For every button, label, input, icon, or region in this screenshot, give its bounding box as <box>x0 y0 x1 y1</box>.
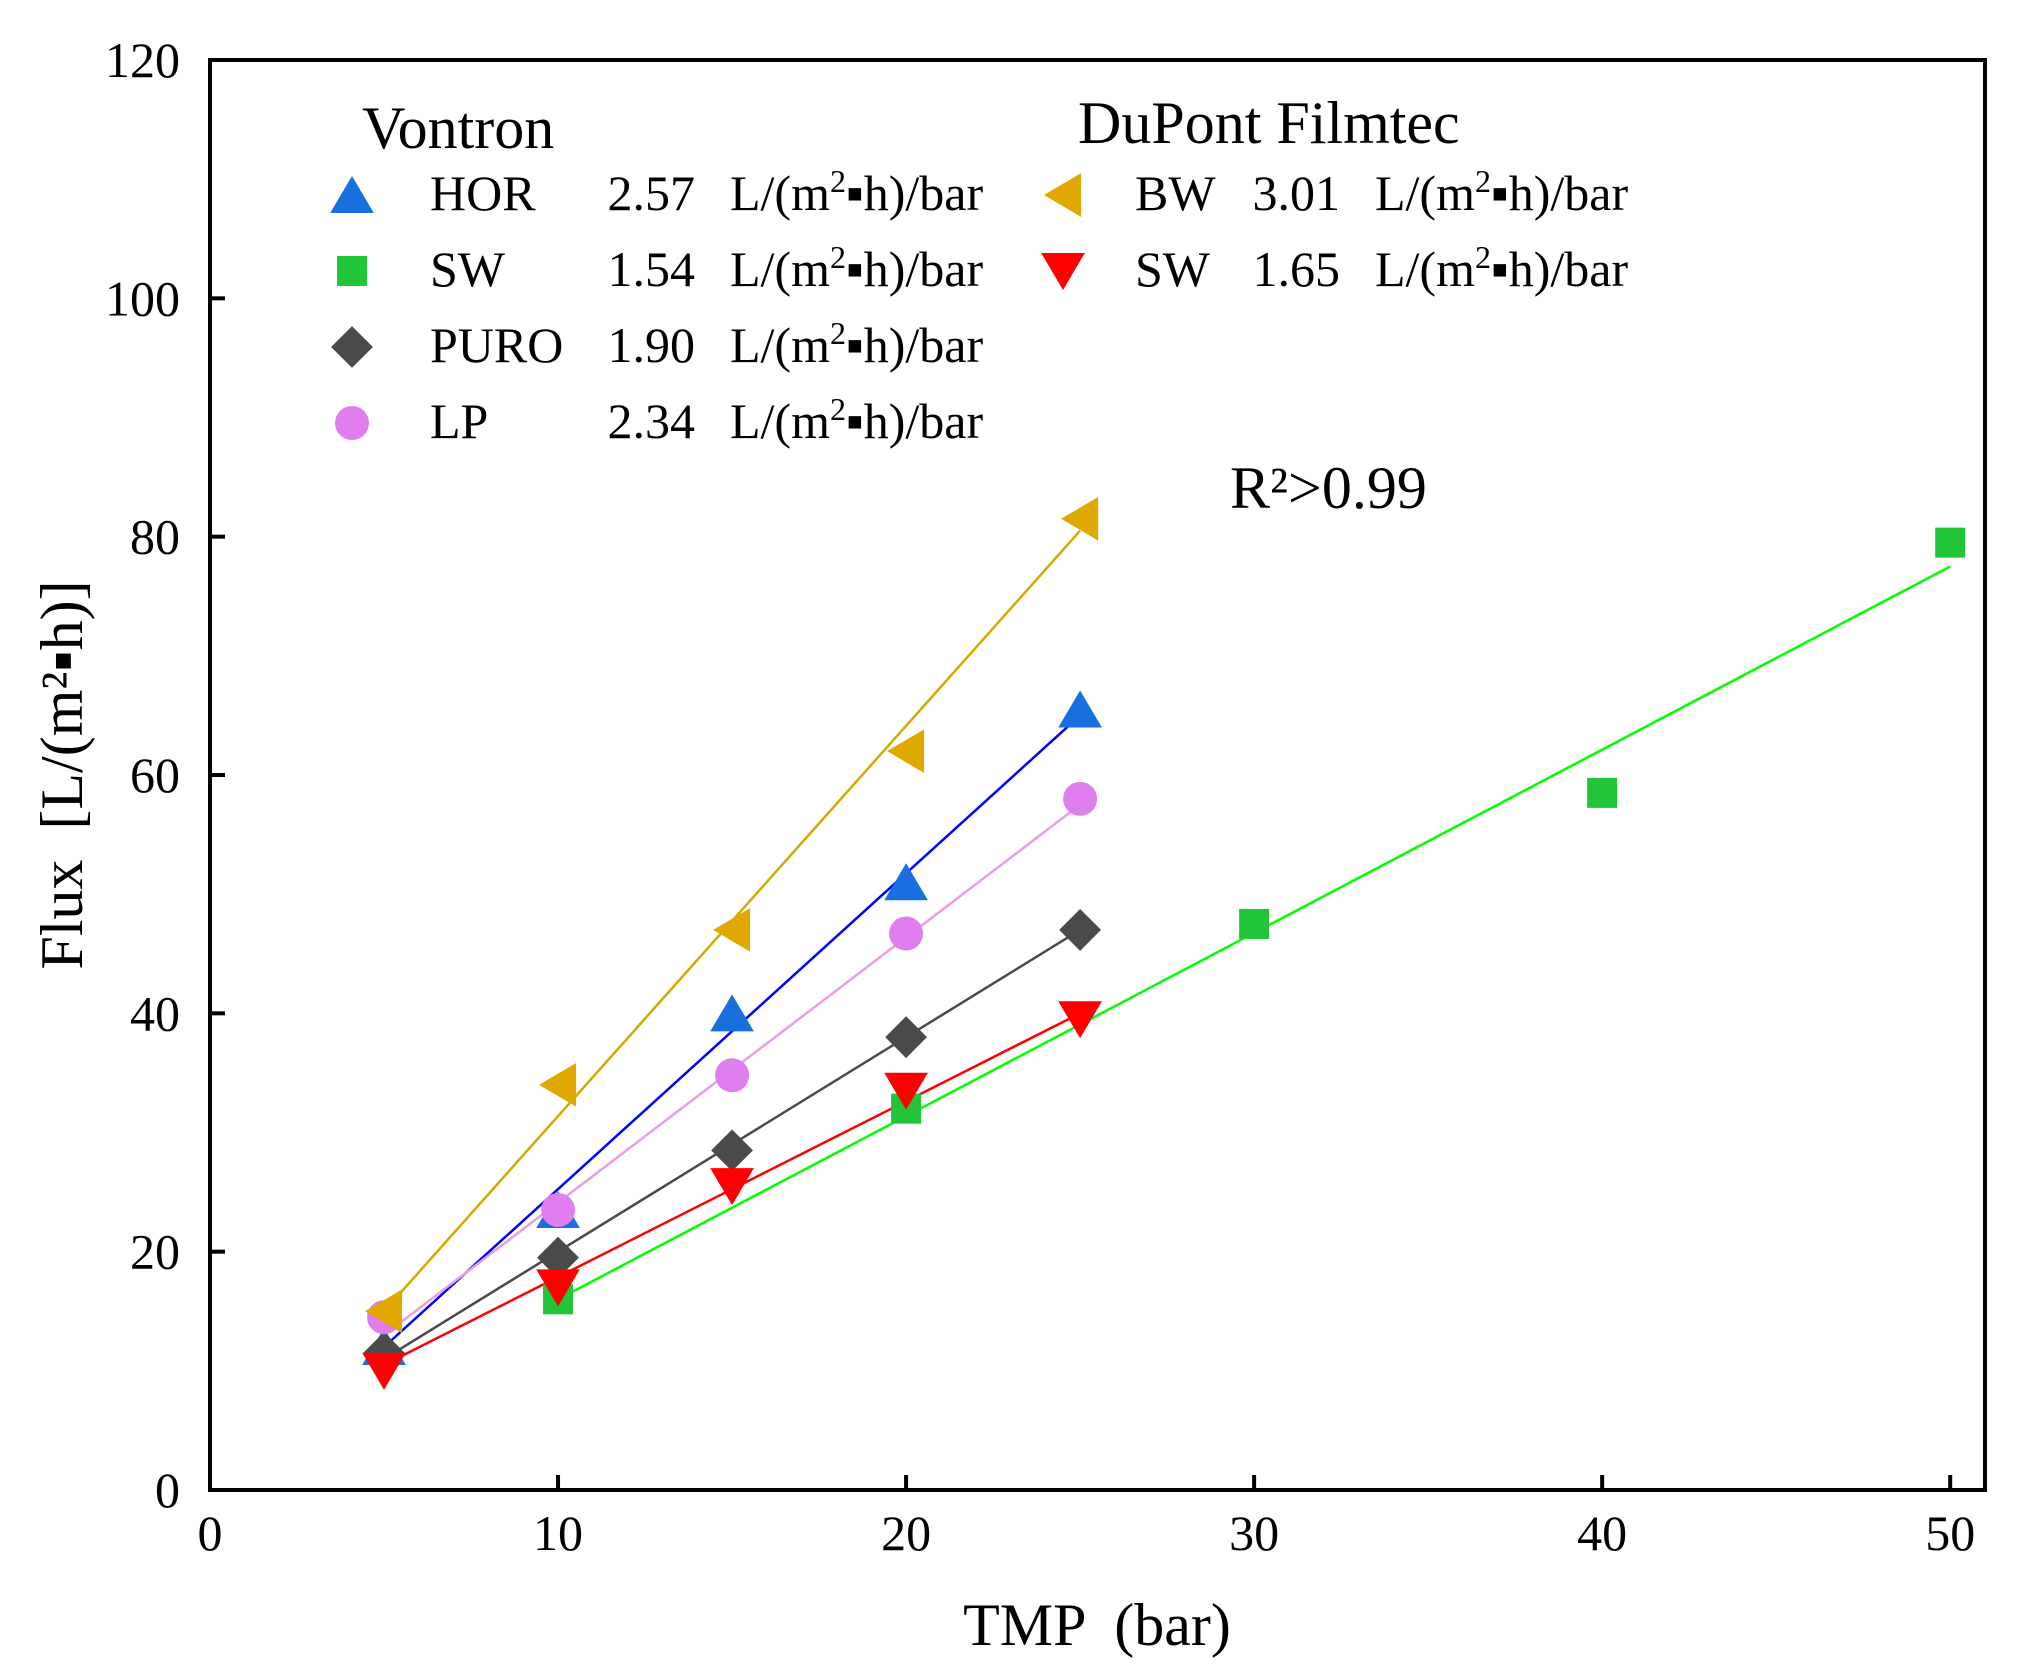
legend-hor-0-marker <box>330 176 374 214</box>
x-tick-label: 30 <box>1229 1505 1279 1561</box>
y-tick-label: 100 <box>105 270 180 326</box>
legend-puro-2-unit: L/(m2▪h)/bar <box>730 315 983 373</box>
legend-hor-0-name: HOR <box>430 165 536 221</box>
legend-sw-1-name: SW <box>430 241 506 297</box>
fit-lines <box>383 529 1951 1366</box>
y-tick-label: 20 <box>130 1224 180 1280</box>
point-lp-3 <box>541 1192 576 1227</box>
point-puro-2 <box>1059 909 1101 951</box>
y-tick-label: 60 <box>130 747 180 803</box>
legend-lp-3-permeability: 2.34 <box>608 393 696 449</box>
x-tick-label: 10 <box>533 1505 583 1561</box>
point-lp-3 <box>715 1058 750 1093</box>
legend-puro-2-name: PURO <box>430 317 563 373</box>
legend-hor-0-permeability: 2.57 <box>608 165 696 221</box>
legend-puro-2-permeability: 1.90 <box>608 317 696 373</box>
legend-group-title-vontron: Vontron <box>362 95 554 161</box>
point-sw-5 <box>1058 1001 1102 1039</box>
y-tick-label: 40 <box>130 985 180 1041</box>
point-sw-5 <box>362 1352 406 1390</box>
point-sw-1 <box>1587 777 1618 808</box>
point-bw-4 <box>365 1289 403 1334</box>
point-puro-2 <box>711 1129 753 1172</box>
point-sw-5 <box>884 1072 928 1110</box>
point-bw-4 <box>887 729 925 774</box>
point-bw-4 <box>1061 496 1099 541</box>
legend-bw-4-marker <box>1044 173 1082 217</box>
y-tick-label: 80 <box>130 509 180 565</box>
point-sw-5 <box>536 1269 580 1307</box>
legend-bw-4-permeability: 3.01 <box>1253 165 1341 221</box>
point-hor-0 <box>1058 690 1102 728</box>
point-puro-2 <box>537 1236 579 1279</box>
y-tick-label: 120 <box>105 32 180 88</box>
axis-ticks: 0 10 20 30 40 50 0 20 40 60 80 100 120 <box>105 32 1975 1561</box>
point-sw-1 <box>1239 908 1270 939</box>
point-sw-5 <box>710 1168 754 1206</box>
point-hor-0 <box>710 994 754 1032</box>
legend-sw-1-permeability: 1.54 <box>608 241 696 297</box>
r-squared-annotation: R²>0.99 <box>1230 455 1427 521</box>
legend-group-title-dupont-filmtec: DuPont Filmtec <box>1078 90 1460 156</box>
data-markers <box>362 496 1966 1390</box>
point-hor-0 <box>884 863 928 901</box>
point-bw-4 <box>713 908 751 952</box>
x-tick-label: 20 <box>881 1505 931 1561</box>
x-tick-label: 40 <box>1577 1505 1627 1561</box>
legend-puro-2-marker <box>331 326 373 368</box>
y-tick-label: 0 <box>155 1462 180 1518</box>
legend-lp-3-unit: L/(m2▪h)/bar <box>730 391 983 449</box>
x-tick-label: 0 <box>198 1505 223 1561</box>
legend-hor-0-unit: L/(m2▪h)/bar <box>730 163 983 221</box>
point-lp-3 <box>1063 781 1098 816</box>
point-puro-2 <box>885 1016 927 1059</box>
point-lp-3 <box>889 916 924 951</box>
legend: HOR 2.57 L/(m2▪h)/bar SW 1.54 L/(m2▪h)/bar PUR… <box>330 163 1628 449</box>
legend-sw-5-unit: L/(m2▪h)/bar <box>1375 239 1628 297</box>
point-bw-4 <box>539 1062 577 1107</box>
legend-sw-5-name: SW <box>1135 241 1211 297</box>
legend-lp-3-name: LP <box>430 393 488 449</box>
legend-sw-5-marker <box>1041 252 1085 290</box>
legend-sw-1-unit: L/(m2▪h)/bar <box>730 239 983 297</box>
x-tick-label: 50 <box>1925 1505 1975 1561</box>
legend-bw-4-unit: L/(m2▪h)/bar <box>1375 163 1628 221</box>
legend-sw-5-permeability: 1.65 <box>1253 241 1341 297</box>
legend-sw-1-marker <box>337 256 367 286</box>
x-axis-title: TMP (bar) <box>963 1592 1231 1658</box>
y-axis-title: Flux [L/(m²▪h)] <box>29 580 95 969</box>
legend-bw-4-name: BW <box>1135 165 1216 221</box>
point-sw-1 <box>1935 527 1966 558</box>
legend-lp-3-marker <box>335 406 369 440</box>
